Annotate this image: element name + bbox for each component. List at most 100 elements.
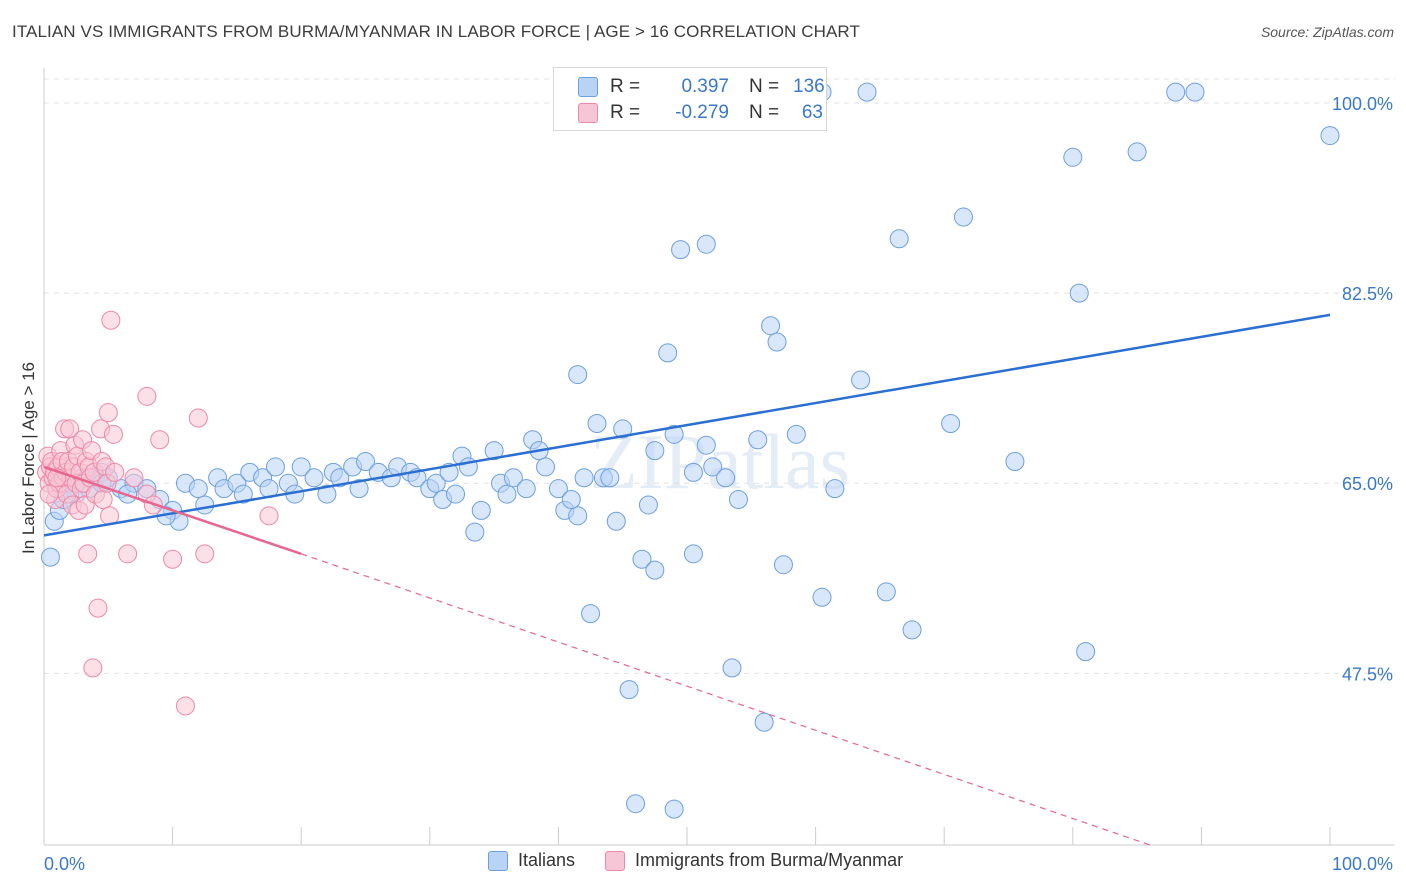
burma-point <box>101 310 121 330</box>
y-tick-label: 65.0% <box>1342 474 1393 494</box>
italians-point <box>587 413 607 433</box>
x-tick-label: 0.0% <box>44 854 85 874</box>
burma-point <box>88 598 108 618</box>
italians-point <box>233 484 253 504</box>
italians-point <box>600 468 620 488</box>
italians-point <box>465 522 485 542</box>
italians-point <box>195 495 215 515</box>
italians-point <box>696 435 716 455</box>
italians-point <box>638 495 658 515</box>
burma-point <box>105 462 125 482</box>
burma-r-value: -0.279 <box>675 102 729 123</box>
burma-trend-extension <box>301 553 1151 846</box>
italians-point <box>812 587 832 607</box>
italians-point <box>671 240 691 260</box>
italians-point <box>767 332 787 352</box>
italians-point <box>304 468 324 488</box>
burma-point <box>78 544 98 564</box>
italians-point <box>40 547 60 567</box>
italians-point <box>851 370 871 390</box>
italians-point <box>716 468 736 488</box>
italians-point <box>356 452 375 471</box>
italians-swatch <box>578 77 598 97</box>
chart-title: ITALIAN VS IMMIGRANTS FROM BURMA/MYANMAR… <box>12 22 860 41</box>
italians-point <box>1005 452 1025 471</box>
n-label: N = <box>749 102 780 123</box>
italians-point <box>581 604 601 624</box>
y-axis-title: In Labor Force | Age > 16 <box>19 362 38 554</box>
italians-point <box>317 484 337 504</box>
italians-point <box>349 479 369 499</box>
italians-point <box>683 544 703 564</box>
italians-point <box>561 490 581 510</box>
burma-point <box>188 408 208 428</box>
italians-point <box>786 424 806 444</box>
italians-point <box>446 484 466 504</box>
italians-point <box>645 441 665 461</box>
italians-point <box>568 365 588 385</box>
italians-point <box>626 794 646 814</box>
italians-point <box>1063 147 1083 167</box>
r-label: R = <box>610 76 641 97</box>
italians-point <box>953 207 973 227</box>
italians-point <box>664 799 684 819</box>
legend-label-burma: Immigrants from Burma/Myanmar <box>635 850 904 870</box>
italians-point <box>606 511 626 531</box>
n-label: N = <box>749 76 780 97</box>
italians-point <box>188 479 208 499</box>
y-tick-label: 82.5% <box>1342 284 1393 304</box>
italians-point <box>484 441 504 461</box>
italians-point <box>516 479 536 499</box>
italians-point <box>536 457 556 477</box>
italians-point <box>619 680 639 700</box>
italians-point <box>722 658 742 678</box>
stats-row-burma: R = -0.279 N = 63 <box>554 102 823 124</box>
italians-point <box>754 712 774 732</box>
italians-point <box>574 468 594 488</box>
italians-point <box>613 419 633 439</box>
x-tick-label: 100.0% <box>1332 854 1393 874</box>
legend-swatch-burma <box>605 850 626 871</box>
burma-point <box>124 468 144 488</box>
italians-point <box>696 234 716 254</box>
legend-item-burma[interactable]: Immigrants from Burma/Myanmar <box>605 850 903 871</box>
burma-point <box>137 386 157 406</box>
burma-point <box>150 430 170 450</box>
italians-point <box>825 479 845 499</box>
y-tick-label: 47.5% <box>1342 664 1393 684</box>
legend-label-italians: Italians <box>518 850 576 870</box>
italians-point <box>568 506 588 526</box>
italians-point <box>683 462 703 482</box>
italians-point <box>1127 142 1147 162</box>
legend: Italians Immigrants from Burma/Myanmar <box>488 850 923 871</box>
italians-point <box>1166 82 1186 102</box>
italians-point <box>857 82 877 102</box>
italians-point <box>548 479 568 499</box>
italians-point <box>664 424 684 444</box>
italians-point <box>748 430 768 450</box>
burma-point <box>163 549 183 569</box>
legend-swatch-italians <box>488 850 508 871</box>
italians-point <box>1185 82 1205 102</box>
italians-trend-line <box>43 313 1331 537</box>
italians-point <box>426 473 446 493</box>
italians-point <box>941 413 961 433</box>
italians-point <box>761 316 781 336</box>
burma-point <box>98 403 118 423</box>
burma-point <box>175 696 195 716</box>
legend-item-italians[interactable]: Italians <box>488 850 575 871</box>
italians-point <box>497 484 517 504</box>
burma-point <box>103 424 123 444</box>
italians-point <box>773 555 793 575</box>
italians-n-value: 136 <box>793 76 825 97</box>
burma-swatch <box>578 103 598 123</box>
burma-point <box>93 490 113 510</box>
italians-point <box>728 490 748 510</box>
italians-point <box>902 620 922 640</box>
italians-point <box>1069 283 1089 303</box>
burma-point <box>83 658 103 678</box>
source-label: Source: ZipAtlas.com <box>1260 24 1394 40</box>
burma-point <box>195 544 215 564</box>
italians-point <box>645 560 665 580</box>
